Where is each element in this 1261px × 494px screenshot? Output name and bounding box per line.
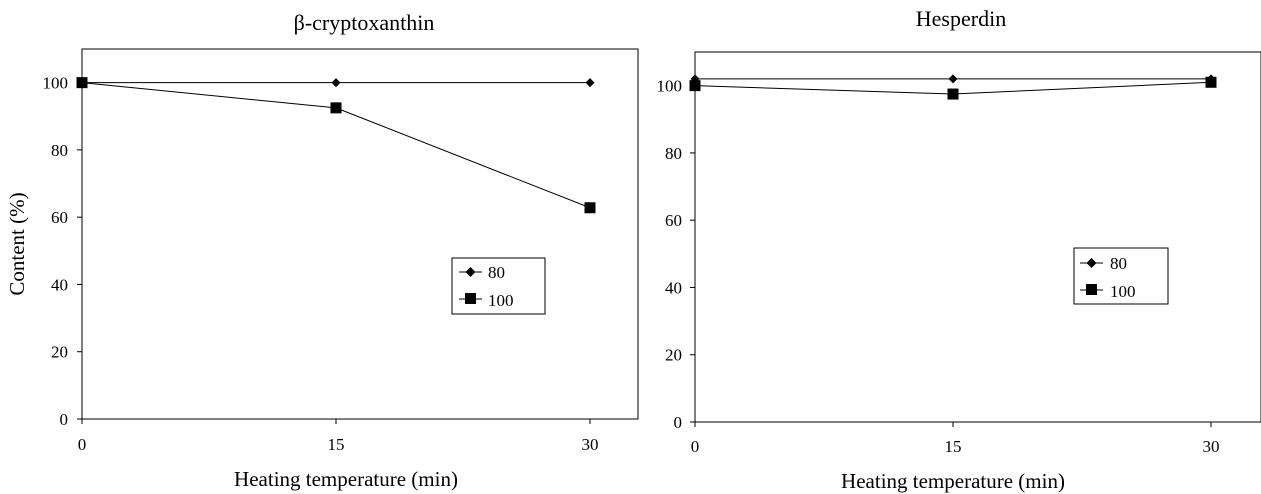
- series-layer: [689, 74, 1217, 100]
- legend-marker-diamond: [1086, 258, 1097, 268]
- y-tick-label: 100: [43, 74, 69, 93]
- chart-title: Hesperdin: [916, 6, 1006, 31]
- data-point-square: [330, 102, 342, 114]
- x-axis-label: Heating temperature (min): [234, 467, 458, 491]
- y-tick-label: 80: [51, 141, 68, 160]
- chart-hesperdin: Hesperdin 0 20 40 60 80 100 0 15 30 Heating tem…: [657, 6, 1261, 493]
- y-tick-label: 40: [665, 278, 682, 297]
- y-axis: 0 20 40 60 80 100: [657, 77, 695, 432]
- legend-marker-square: [465, 293, 476, 304]
- data-point-diamond: [331, 78, 341, 88]
- y-axis-label: Content (%): [5, 192, 29, 295]
- x-tick-label: 30: [1203, 437, 1220, 456]
- data-point-diamond: [948, 74, 958, 84]
- chart-beta-cryptoxanthin: β-cryptoxanthin 0 20 40 60 80 100 0 15 30 Conte…: [5, 10, 639, 491]
- series-layer: [76, 77, 596, 214]
- legend-marker-diamond: [465, 267, 476, 277]
- y-tick-label: 20: [51, 343, 68, 362]
- legend-label-80: 80: [1110, 254, 1127, 273]
- data-point-square: [689, 80, 701, 92]
- legend-label-100: 100: [488, 291, 514, 310]
- y-tick-label: 0: [674, 413, 683, 432]
- y-tick-label: 40: [51, 275, 68, 294]
- y-tick-label: 0: [60, 410, 69, 429]
- x-tick-label: 0: [78, 435, 87, 454]
- legend: 80 100: [1073, 247, 1169, 305]
- y-tick-label: 100: [657, 77, 683, 96]
- data-point-square: [584, 202, 596, 214]
- chart-title: β-cryptoxanthin: [294, 10, 435, 35]
- y-axis: 0 20 40 60 80 100: [43, 74, 82, 429]
- x-axis: 0 15 30: [691, 422, 1220, 456]
- x-tick-label: 15: [328, 435, 345, 454]
- y-tick-label: 20: [665, 346, 682, 365]
- legend-marker-square: [1086, 284, 1097, 295]
- data-point-diamond: [585, 78, 595, 88]
- series-line-100: [81, 82, 591, 209]
- x-tick-label: 0: [691, 437, 700, 456]
- x-tick-label: 15: [945, 437, 962, 456]
- x-tick-label: 30: [582, 435, 599, 454]
- y-tick-label: 80: [665, 144, 682, 163]
- legend: 80 100: [451, 257, 546, 315]
- plot-area: [81, 48, 639, 420]
- data-point-square: [1205, 76, 1217, 88]
- x-axis-label: Heating temperature (min): [841, 469, 1065, 493]
- y-tick-label: 60: [51, 208, 68, 227]
- data-point-square: [947, 88, 959, 100]
- x-axis: 0 15 30: [78, 419, 599, 454]
- legend-box: [451, 257, 546, 315]
- data-point-square: [76, 77, 88, 89]
- legend-label-100: 100: [1110, 282, 1136, 301]
- legend-label-80: 80: [488, 263, 505, 282]
- plot-area: [694, 51, 1261, 423]
- y-tick-label: 60: [665, 211, 682, 230]
